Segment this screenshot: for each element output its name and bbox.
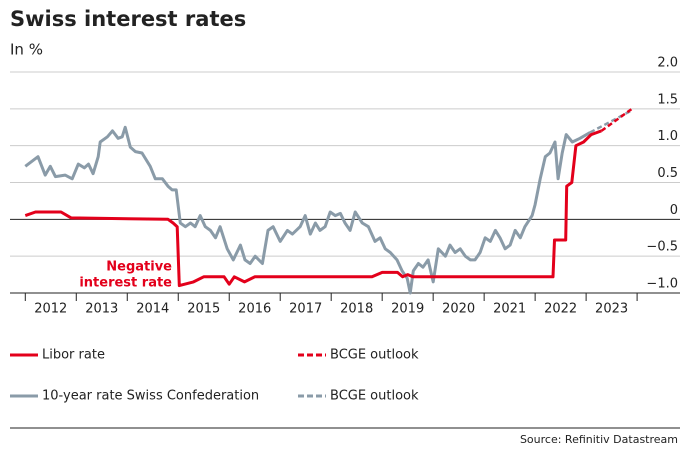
legend-label: 10-year rate Swiss Confederation [42,389,259,404]
annotation: Negative [106,260,172,275]
y-tick-label: 0.5 [657,166,678,181]
x-tick-label: 2018 [340,302,373,317]
source: Source: Refinitiv Datastream [520,433,678,446]
series-line [24,125,591,295]
y-tick-label: 1.0 [657,129,678,144]
x-tick-label: 2020 [442,302,475,317]
legend-item: BCGE outlook [298,389,419,404]
annotation: interest rate [79,276,172,291]
series-line [24,129,602,288]
x-tick-label: 2021 [493,302,526,317]
subtitle: In % [10,41,43,59]
x-tick-label: 2022 [544,302,577,317]
y-tick-label: −0.5 [646,240,678,255]
series-line [600,107,633,132]
x-tick-label: 2015 [187,302,220,317]
x-tick-label: 2016 [238,302,271,317]
x-tick-label: 2013 [85,302,118,317]
legend-item: Libor rate [10,348,105,363]
y-tick-label: −1.0 [646,277,678,292]
x-tick-label: 2017 [289,302,322,317]
y-tick-label: 2.0 [657,56,678,71]
y-tick-label: 1.5 [657,92,678,107]
series-line [589,109,633,134]
x-tick-label: 2012 [34,302,67,317]
legend-label: Libor rate [42,348,105,363]
x-tick-label: 2023 [595,302,628,317]
legend-item: 10-year rate Swiss Confederation [10,389,259,404]
legend-label: BCGE outlook [330,348,419,363]
y-tick-label: 0 [670,203,678,218]
legend-item: BCGE outlook [298,348,419,363]
chart-title: Swiss interest rates [10,7,246,31]
x-tick-label: 2019 [391,302,424,317]
legend-label: BCGE outlook [330,389,419,404]
x-tick-label: 2014 [136,302,169,317]
